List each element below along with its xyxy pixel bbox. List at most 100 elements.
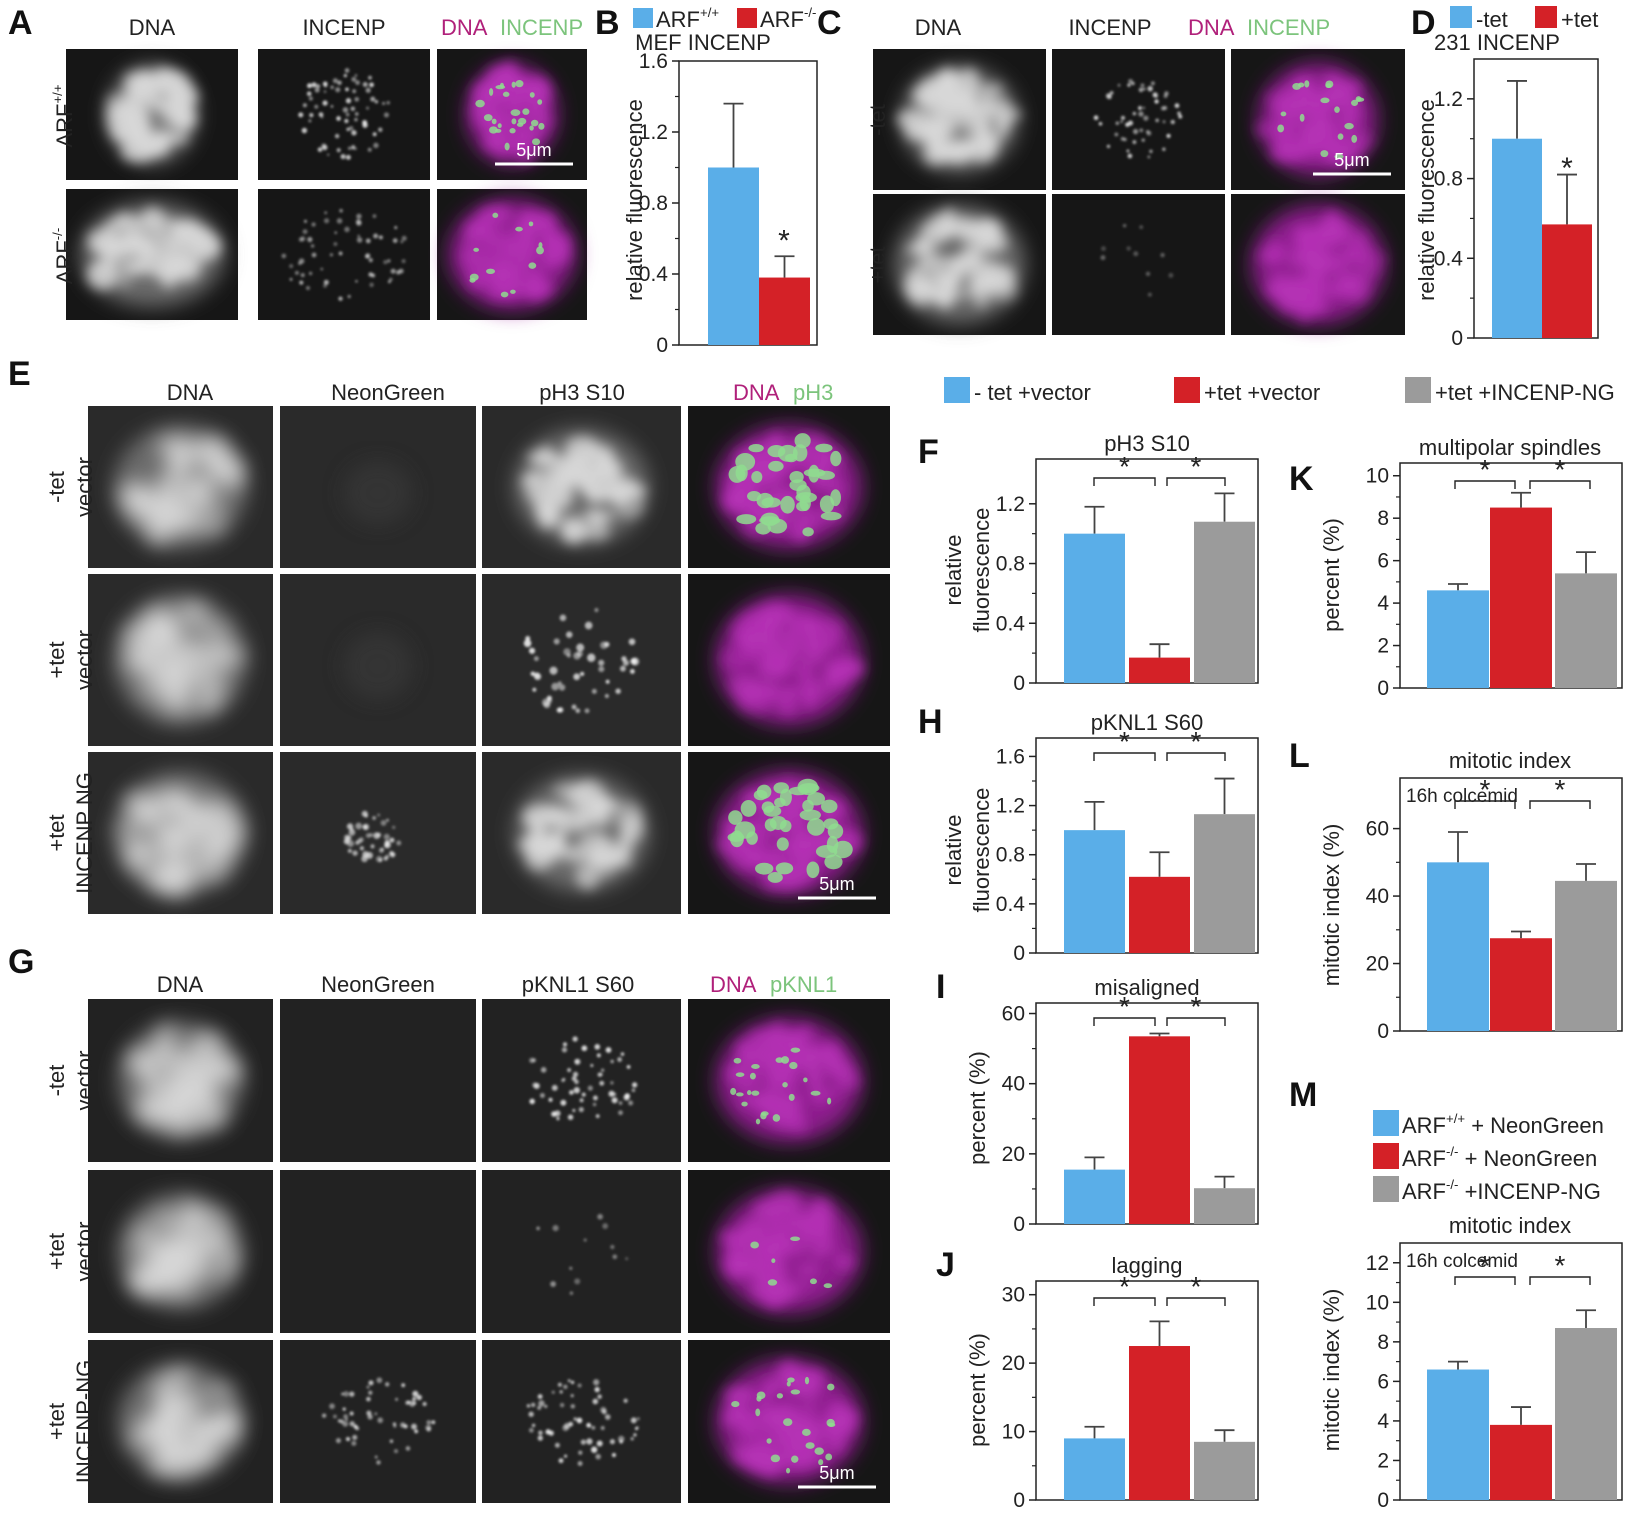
focus-dot (341, 1392, 344, 1396)
green-signal (802, 799, 814, 812)
focus-dot (523, 639, 532, 648)
focus-dot (316, 84, 321, 89)
focus-dot (385, 1382, 390, 1387)
focus-dot (556, 1117, 560, 1121)
focus-dot (333, 242, 338, 246)
panel-letter: B (595, 4, 620, 42)
focus-dot (1162, 147, 1166, 151)
green-signal (489, 126, 498, 134)
column-header: pKNL1 S60 (522, 972, 635, 997)
focus-dot (624, 1093, 630, 1099)
chromatin-lobe (134, 1416, 163, 1439)
chromatin-lobe (834, 1072, 860, 1090)
chromatin (119, 434, 244, 546)
focus-dot (412, 1401, 417, 1405)
focus-dot (323, 283, 327, 288)
y-tick-label: 20 (1002, 1352, 1025, 1375)
focus-dot (633, 1433, 637, 1437)
bar (1064, 830, 1125, 953)
focus-dot (348, 125, 354, 131)
focus-dot (1122, 223, 1127, 228)
green-signal (1351, 134, 1358, 143)
green-signal (760, 512, 780, 526)
chromatin-lobe (160, 855, 185, 885)
focus-dot (344, 226, 350, 233)
chromatin (105, 65, 199, 163)
focus-dot (344, 68, 350, 73)
focus-dot (355, 80, 360, 86)
focus-dot (567, 1379, 571, 1383)
chart-title: MEF INCENP (635, 30, 771, 55)
focus-dot (345, 1436, 351, 1442)
focus-dot (594, 1386, 600, 1393)
green-signal (473, 247, 480, 252)
green-signal (780, 495, 795, 514)
chromatin-lobe (114, 824, 142, 835)
focus-dot (1123, 137, 1127, 142)
focus-dot (347, 848, 352, 853)
chromatin-lobe (810, 1225, 834, 1242)
focus-dot (570, 1404, 576, 1409)
legend-swatch (1535, 6, 1557, 28)
chromatin-lobe (166, 652, 193, 678)
green-signal (772, 1114, 781, 1122)
micrograph-dna (873, 194, 1046, 335)
focus-dot (1100, 255, 1106, 261)
chromatin-lobe (968, 273, 982, 299)
green-signal (746, 1090, 752, 1096)
chromatin-lobe (151, 1379, 179, 1402)
green-signal (529, 125, 534, 131)
focus-dot (339, 208, 343, 213)
focus-dot (551, 1390, 555, 1394)
legend-swatch (737, 8, 757, 28)
focus-dot (351, 1440, 357, 1446)
panel-letter: H (918, 703, 943, 741)
row-label: -tet (865, 104, 890, 136)
green-signal (1292, 83, 1302, 90)
chromatin (896, 68, 1022, 166)
green-signal (522, 108, 530, 115)
chromatin-lobe (527, 101, 547, 122)
green-signal (728, 810, 743, 825)
focus-dot (377, 813, 381, 817)
green-signal (803, 1077, 808, 1083)
y-tick-label: 0.4 (639, 263, 669, 286)
focus-dot (1150, 81, 1155, 86)
merge-header-incenp: INCENP (1247, 15, 1330, 40)
green-signal (788, 1093, 795, 1101)
focus-dot (352, 89, 357, 94)
panel-letter: F (918, 433, 939, 471)
merge-header-ph3: pH3 (793, 380, 833, 405)
bar (1427, 1369, 1489, 1500)
green-signal (780, 1056, 790, 1064)
focus-dot (330, 85, 334, 90)
green-signal (740, 800, 757, 817)
chromatin-lobe (203, 849, 233, 861)
chromatin-lobe (151, 649, 165, 678)
micrograph-merge (688, 406, 890, 568)
focus-dot (625, 1257, 629, 1261)
focus-dot (590, 1063, 594, 1067)
significance-star: * (1191, 726, 1202, 757)
chromatin-lobe (174, 434, 190, 455)
focus-dot (576, 1417, 583, 1424)
focus-dot (1140, 83, 1145, 88)
green-signal (775, 862, 794, 875)
focus-dot (305, 285, 311, 291)
chromatin-lobe (151, 788, 183, 804)
chart-I: 0 20 40 60 * * (1002, 991, 1259, 1236)
focus-dot (373, 142, 379, 149)
green-signal (532, 138, 541, 146)
focus-dot (366, 1385, 370, 1389)
focus-dot (622, 659, 630, 666)
chromatin-lobe (102, 219, 118, 239)
chromatin-lobe (150, 68, 185, 93)
chart-H: 0 0.4 0.8 1.2 1.6 * * (996, 726, 1259, 965)
focus-dot (1153, 93, 1157, 97)
focus-dot (329, 253, 333, 257)
chromatin-lobe (465, 226, 483, 239)
chart-K: 0 2 4 6 8 10 * * (1366, 454, 1623, 700)
chromatin (86, 207, 222, 290)
significance-star: * (1480, 1250, 1491, 1281)
chromatin-lobe (214, 815, 246, 843)
